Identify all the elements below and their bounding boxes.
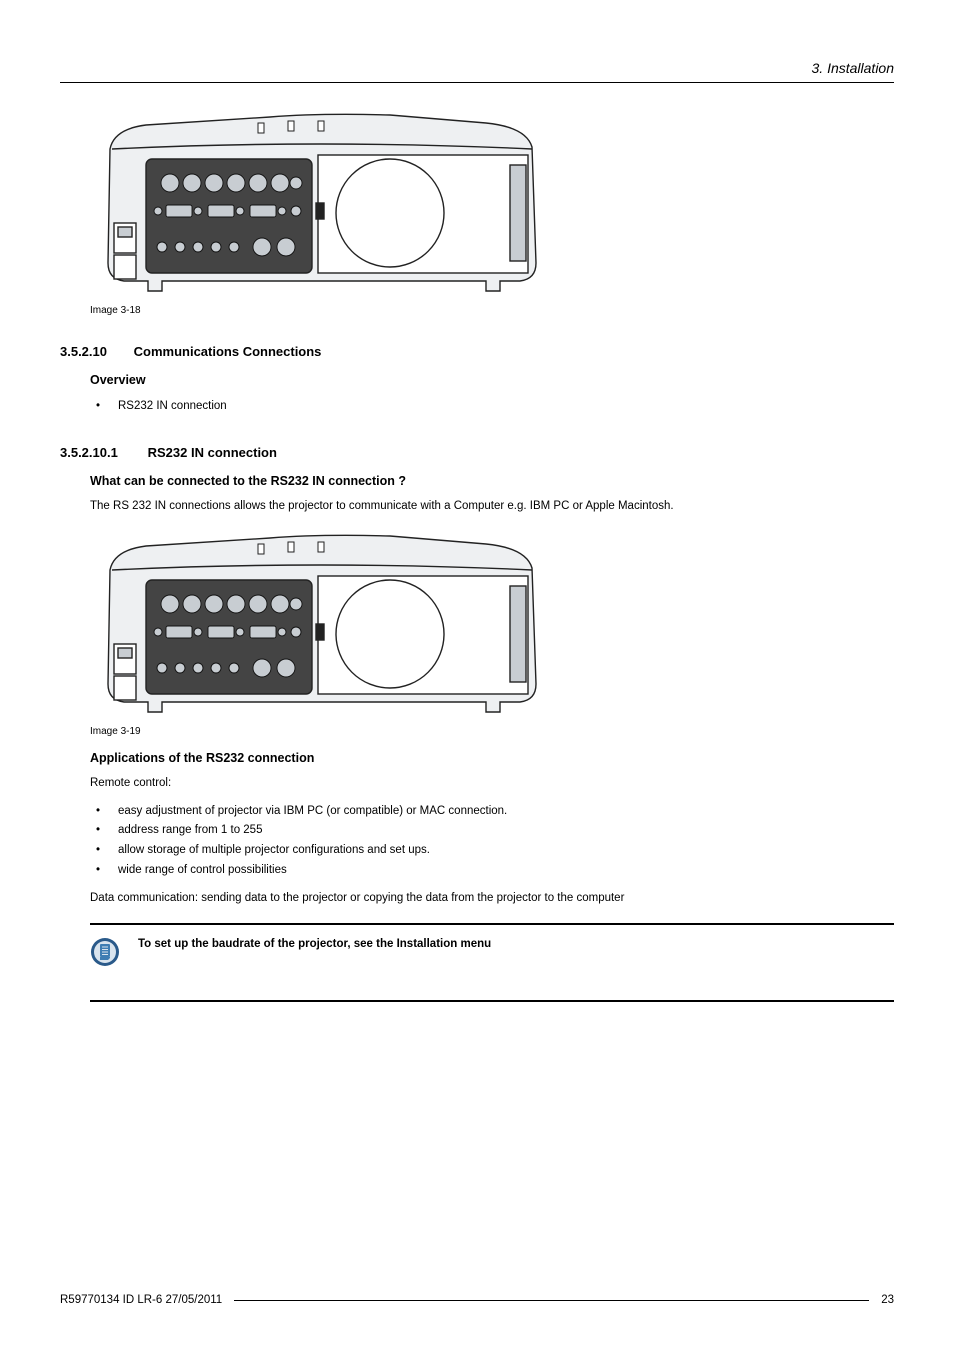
section-number: 3.5.2.10.1 [60, 445, 144, 460]
figure-caption-2: Image 3-19 [90, 726, 894, 737]
figure-3-19: Image 3-19 [90, 524, 894, 737]
overview-bullets: RS232 IN connection [90, 397, 894, 417]
section-title: RS232 IN connection [148, 445, 277, 460]
list-item: RS232 IN connection [90, 397, 894, 417]
applications-label: Applications of the RS232 connection [90, 751, 894, 765]
note-block: To set up the baudrate of the projector,… [90, 923, 894, 1002]
projector-diagram-2 [90, 524, 550, 724]
applications-bullets: easy adjustment of projector via IBM PC … [90, 802, 894, 880]
list-item: easy adjustment of projector via IBM PC … [90, 802, 894, 822]
list-item: address range from 1 to 255 [90, 821, 894, 841]
note-icon [90, 937, 120, 972]
footer-rule [234, 1300, 869, 1301]
overview-label: Overview [90, 373, 894, 387]
applications-outro: Data communication: sending data to the … [90, 890, 894, 907]
list-item: allow storage of multiple projector conf… [90, 841, 894, 861]
question-body: The RS 232 IN connections allows the pro… [90, 498, 894, 515]
list-item: wide range of control possibilities [90, 861, 894, 881]
footer-page-number: 23 [881, 1294, 894, 1306]
page-footer: R59770134 ID LR-6 27/05/2011 23 [60, 1294, 894, 1306]
section-3-5-2-10-heading: 3.5.2.10 Communications Connections [60, 344, 894, 359]
note-text: To set up the baudrate of the projector,… [138, 937, 491, 950]
section-3-5-2-10-1-heading: 3.5.2.10.1 RS232 IN connection [60, 445, 894, 460]
section-title: Communications Connections [134, 344, 322, 359]
chapter-header: 3. Installation [60, 60, 894, 83]
projector-diagram-1 [90, 103, 550, 303]
figure-3-18: Image 3-18 [90, 103, 894, 316]
applications-intro: Remote control: [90, 775, 894, 792]
question-label: What can be connected to the RS232 IN co… [90, 474, 894, 488]
footer-left: R59770134 ID LR-6 27/05/2011 [60, 1294, 222, 1306]
section-number: 3.5.2.10 [60, 344, 130, 359]
figure-caption-1: Image 3-18 [90, 305, 894, 316]
